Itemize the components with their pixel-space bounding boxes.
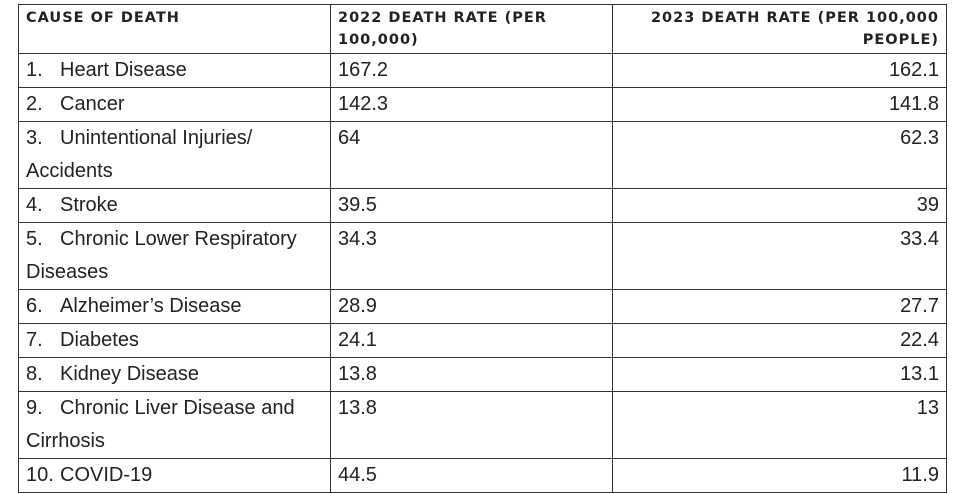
- table-row: 2. Cancer 142.3 141.8: [18, 87, 947, 122]
- row-index: 9.: [26, 397, 43, 419]
- rate-2023-cell: 22.4: [612, 323, 947, 358]
- rate-2023-cell: 162.1: [612, 53, 947, 88]
- rate-2022-cell: 44.5: [330, 458, 613, 493]
- cause-cell: 9. Chronic Liver Disease and Cirrhosis: [18, 391, 331, 459]
- rate-2022-cell: 28.9: [330, 289, 613, 324]
- table-row: 6. Alzheimer’s Disease 28.9 27.7: [18, 289, 947, 324]
- cause-cell: 5. Chronic Lower Respiratory Diseases: [18, 222, 331, 290]
- cause-label: Kidney Disease: [60, 363, 199, 385]
- rate-2023-cell: 39: [612, 188, 947, 223]
- rate-2022-cell: 13.8: [330, 391, 613, 459]
- row-index: 10.: [26, 464, 54, 486]
- cause-label: Cancer: [60, 93, 125, 115]
- death-rate-table: CAUSE OF DEATH 2022 DEATH RATE (PER 100,…: [18, 4, 947, 493]
- cause-cell: 3. Unintentional Injuries/ Accidents: [18, 121, 331, 189]
- header-rate-2023: 2023 DEATH RATE (PER 100,000 PEOPLE): [612, 4, 947, 54]
- cause-cell: 7. Diabetes: [18, 323, 331, 358]
- cause-cell: 6. Alzheimer’s Disease: [18, 289, 331, 324]
- cause-cell: 10. COVID-19: [18, 458, 331, 493]
- cause-cell: 4. Stroke: [18, 188, 331, 223]
- table-row: 10. COVID-19 44.5 11.9: [18, 458, 947, 493]
- rate-2023-cell: 13.1: [612, 357, 947, 392]
- cause-cell: 2. Cancer: [18, 87, 331, 122]
- table-row: 5. Chronic Lower Respiratory Diseases 34.…: [18, 222, 947, 290]
- rate-2022-cell: 142.3: [330, 87, 613, 122]
- rate-2023-cell: 141.8: [612, 87, 947, 122]
- row-index: 8.: [26, 363, 43, 385]
- table-row: 8. Kidney Disease 13.8 13.1: [18, 357, 947, 392]
- row-index: 6.: [26, 295, 43, 317]
- cause-cell: 1. Heart Disease: [18, 53, 331, 88]
- cause-label: Chronic Liver Disease and Cirrhosis: [26, 397, 295, 452]
- cause-label: Heart Disease: [60, 59, 187, 81]
- rate-2023-cell: 62.3: [612, 121, 947, 189]
- header-rate-2022: 2022 DEATH RATE (PER 100,000): [330, 4, 613, 54]
- rate-2022-cell: 39.5: [330, 188, 613, 223]
- rate-2023-cell: 13: [612, 391, 947, 459]
- table-row: 3. Unintentional Injuries/ Accidents 64 6…: [18, 121, 947, 189]
- row-index: 7.: [26, 329, 43, 351]
- rate-2022-cell: 24.1: [330, 323, 613, 358]
- cause-cell: 8. Kidney Disease: [18, 357, 331, 392]
- rate-2022-cell: 34.3: [330, 222, 613, 290]
- rate-2022-cell: 13.8: [330, 357, 613, 392]
- cause-label: Diabetes: [60, 329, 139, 351]
- rate-2023-cell: 11.9: [612, 458, 947, 493]
- row-index: 5.: [26, 228, 43, 250]
- rate-2022-cell: 167.2: [330, 53, 613, 88]
- row-index: 4.: [26, 194, 43, 216]
- table-row: 7. Diabetes 24.1 22.4: [18, 323, 947, 358]
- rate-2023-cell: 33.4: [612, 222, 947, 290]
- table-row: 1. Heart Disease 167.2 162.1: [18, 53, 947, 88]
- header-cause: CAUSE OF DEATH: [18, 4, 331, 54]
- row-index: 1.: [26, 59, 43, 81]
- cause-label: Alzheimer’s Disease: [60, 295, 242, 317]
- cause-label: Unintentional Injuries/ Accidents: [26, 127, 253, 182]
- table-row: 9. Chronic Liver Disease and Cirrhosis 13…: [18, 391, 947, 459]
- rate-2023-cell: 27.7: [612, 289, 947, 324]
- table-header-row: CAUSE OF DEATH 2022 DEATH RATE (PER 100,…: [18, 4, 947, 54]
- cause-label: Chronic Lower Respiratory Diseases: [26, 228, 297, 283]
- cause-label: COVID-19: [60, 464, 153, 486]
- row-index: 2.: [26, 93, 43, 115]
- cause-label: Stroke: [60, 194, 118, 216]
- row-index: 3.: [26, 127, 43, 149]
- rate-2022-cell: 64: [330, 121, 613, 189]
- table-row: 4. Stroke 39.5 39: [18, 188, 947, 223]
